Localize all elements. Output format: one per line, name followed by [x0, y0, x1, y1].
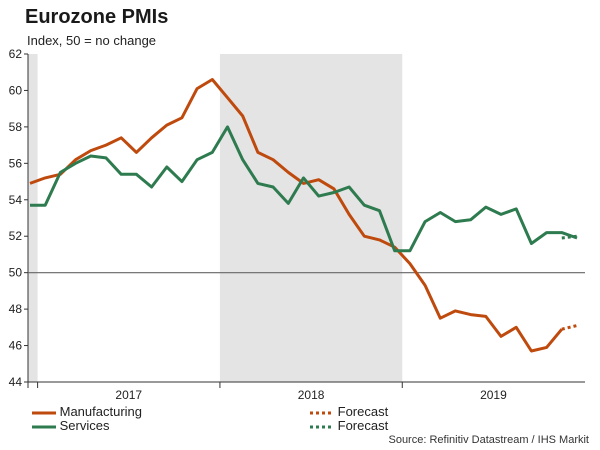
- y-tick-label-54: 54: [9, 193, 23, 207]
- x-tick-label-2019: 2019: [480, 388, 507, 402]
- source-note: Source: Refinitiv Datastream / IHS Marki…: [388, 434, 589, 446]
- y-tick-label-52: 52: [9, 229, 23, 243]
- legend-label-manufacturing-forecast: Forecast: [337, 404, 389, 419]
- y-tick-label-48: 48: [9, 302, 23, 316]
- chart-subtitle: Index, 50 = no change: [27, 33, 157, 48]
- legend-swatch-services-forecast: [310, 425, 334, 429]
- y-tick-label-60: 60: [9, 83, 23, 97]
- y-tick-label-46: 46: [9, 339, 23, 353]
- shaded-period-0: [28, 54, 38, 382]
- series-line-services: [30, 125, 578, 253]
- legend-label-services-forecast: Forecast: [337, 418, 389, 433]
- series-line-forecast-manufacturing: [561, 324, 578, 331]
- legend-swatch-manufacturing: [32, 411, 56, 415]
- y-tick-label-58: 58: [9, 120, 23, 134]
- chart-plot: 44 46 48 50 52 54 56 58 60 62 2017 2018 2019: [9, 47, 585, 402]
- legend-item-services: Services: [32, 418, 109, 434]
- series-line-forecast-services: [561, 234, 578, 240]
- legend-item-manufacturing-forecast: Forecast: [310, 404, 388, 420]
- x-tick-label-2018: 2018: [298, 388, 325, 402]
- series-line-manufacturing: [29, 78, 563, 353]
- y-tick-label-50: 50: [9, 266, 23, 280]
- legend-item-manufacturing: Manufacturing: [32, 404, 142, 420]
- legend-label-services: Services: [59, 418, 110, 433]
- x-tick-label-2017: 2017: [115, 388, 142, 402]
- legend-swatch-manufacturing-forecast: [310, 411, 334, 415]
- chart-title: Eurozone PMIs: [25, 6, 169, 28]
- y-tick-label-62: 62: [9, 47, 23, 61]
- legend-label-manufacturing: Manufacturing: [59, 404, 143, 419]
- legend-item-services-forecast: Forecast: [310, 418, 388, 434]
- legend-swatch-services: [32, 425, 56, 429]
- y-tick-label-56: 56: [9, 156, 23, 170]
- shaded-period-1: [219, 54, 403, 382]
- y-tick-label-44: 44: [9, 375, 23, 389]
